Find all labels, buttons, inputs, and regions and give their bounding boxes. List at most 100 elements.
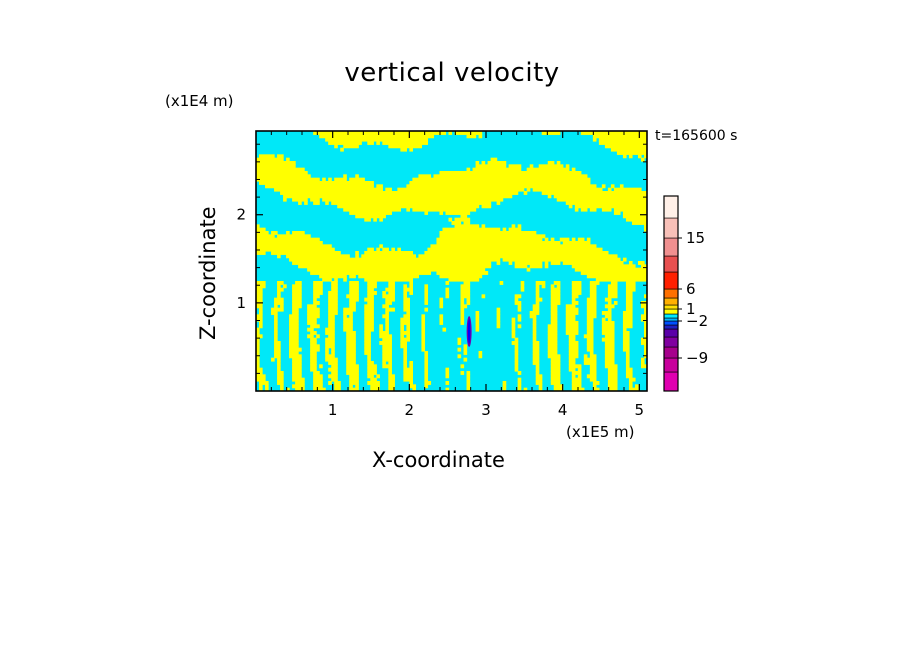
updraft-contour-cell (259, 387, 263, 391)
updraft-contour-cell (292, 364, 302, 369)
updraft-contour-cell (313, 387, 326, 391)
updraft-contour-cell (643, 347, 647, 352)
updraft-contour-cell (586, 301, 597, 305)
updraft-contour-cell (283, 197, 287, 202)
updraft-contour-cell (613, 187, 642, 192)
updraft-contour-cell (529, 311, 540, 315)
updraft-contour-cell (526, 187, 531, 192)
updraft-contour-cell (472, 167, 522, 172)
updraft-contour-cell (625, 364, 630, 369)
updraft-contour-cell (292, 287, 302, 292)
updraft-contour-cell (463, 344, 468, 349)
updraft-contour-cell (607, 367, 618, 372)
updraft-contour-cell (601, 321, 615, 325)
updraft-contour-cell (409, 384, 417, 389)
updraft-contour-cell (625, 351, 630, 355)
x-tick-label: 5 (635, 401, 645, 419)
colorbar-frame (663, 195, 679, 392)
updraft-contour-cell (466, 377, 471, 382)
updraft-contour-cell (310, 331, 317, 335)
updraft-contour-cell (364, 351, 371, 355)
x-axis-units: (x1E5 m) (566, 423, 635, 441)
updraft-contour-cell (259, 311, 263, 315)
updraft-contour-cell (628, 154, 633, 159)
updraft-contour-cell (349, 297, 359, 302)
updraft-contour-cell (634, 384, 639, 389)
colorbar-swatch (663, 195, 679, 219)
updraft-contour-cell (328, 141, 362, 145)
updraft-contour-cell (382, 361, 386, 365)
updraft-contour-cell (439, 231, 537, 235)
updraft-contour-cell (358, 274, 420, 279)
updraft-contour-cell (256, 167, 305, 172)
updraft-contour-cell (424, 381, 432, 385)
updraft-contour-cell (367, 357, 371, 362)
updraft-contour-cell (367, 291, 377, 295)
updraft-contour-cell (328, 381, 332, 385)
updraft-contour-cell (535, 294, 540, 299)
updraft-contour-cell (295, 281, 302, 285)
updraft-contour-cell (385, 321, 389, 325)
updraft-contour-cell (640, 317, 647, 322)
updraft-contour-cell (457, 341, 462, 345)
updraft-contour-cell (325, 137, 429, 142)
updraft-contour-cell (607, 387, 618, 391)
updraft-contour-cell (385, 317, 389, 322)
updraft-contour-cell (565, 321, 579, 325)
updraft-contour-cell (349, 377, 359, 382)
updraft-contour-cell (568, 357, 576, 362)
updraft-contour-cell (583, 354, 588, 359)
updraft-contour-cell (349, 291, 359, 295)
updraft-contour-cell (271, 231, 278, 235)
updraft-contour-cell (328, 301, 338, 305)
updraft-contour-cell (550, 284, 555, 289)
updraft-contour-cell (616, 151, 647, 155)
updraft-contour-cell (622, 334, 630, 339)
updraft-contour-cell (349, 284, 359, 289)
updraft-contour-cell (400, 341, 407, 345)
updraft-contour-cell (478, 354, 483, 359)
updraft-contour-cell (334, 387, 341, 391)
updraft-contour-cell (424, 367, 429, 372)
updraft-contour-cell (289, 324, 299, 329)
updraft-contour-cell (481, 294, 486, 299)
updraft-contour-cell (496, 314, 501, 319)
updraft-contour-cell (511, 317, 516, 322)
updraft-contour-cell (283, 284, 287, 289)
updraft-contour-cell (517, 377, 522, 382)
updraft-contour-cell (571, 264, 636, 269)
updraft-contour-cell (625, 304, 633, 309)
updraft-contour-cell (625, 301, 633, 305)
updraft-contour-cell (586, 297, 597, 302)
updraft-contour-cell (586, 347, 594, 352)
updraft-contour-cell (277, 234, 311, 239)
updraft-contour-cell (259, 324, 263, 329)
updraft-contour-cell (604, 351, 615, 355)
updraft-contour-cell (475, 314, 480, 319)
updraft-contour-cell (625, 357, 630, 362)
updraft-contour-cell (274, 301, 284, 305)
updraft-contour-cell (424, 294, 429, 299)
z-axis-units: (x1E4 m) (165, 92, 234, 110)
updraft-contour-cell (265, 384, 269, 389)
updraft-contour-cell (463, 357, 468, 362)
updraft-contour-cell (571, 287, 582, 292)
updraft-contour-cell (277, 254, 281, 259)
updraft-contour-cell (466, 387, 471, 391)
updraft-contour-cell (343, 327, 353, 332)
updraft-contour-cell (400, 331, 410, 335)
updraft-contour-cell (514, 301, 522, 305)
updraft-contour-cell (439, 234, 546, 239)
updraft-contour-cell (427, 247, 603, 252)
updraft-contour-cell (547, 327, 558, 332)
updraft-contour-cell (586, 374, 597, 379)
colorbar-tick-label: 6 (686, 280, 696, 298)
colorbar-tick-label: −9 (686, 349, 708, 367)
updraft-contour-cell (280, 387, 284, 391)
updraft-contour-cell (589, 354, 597, 359)
updraft-contour-cell (532, 304, 540, 309)
updraft-contour-cell (577, 367, 582, 372)
updraft-contour-cell (577, 237, 585, 242)
updraft-contour-cell (586, 274, 647, 279)
updraft-contour-cell (256, 364, 260, 369)
